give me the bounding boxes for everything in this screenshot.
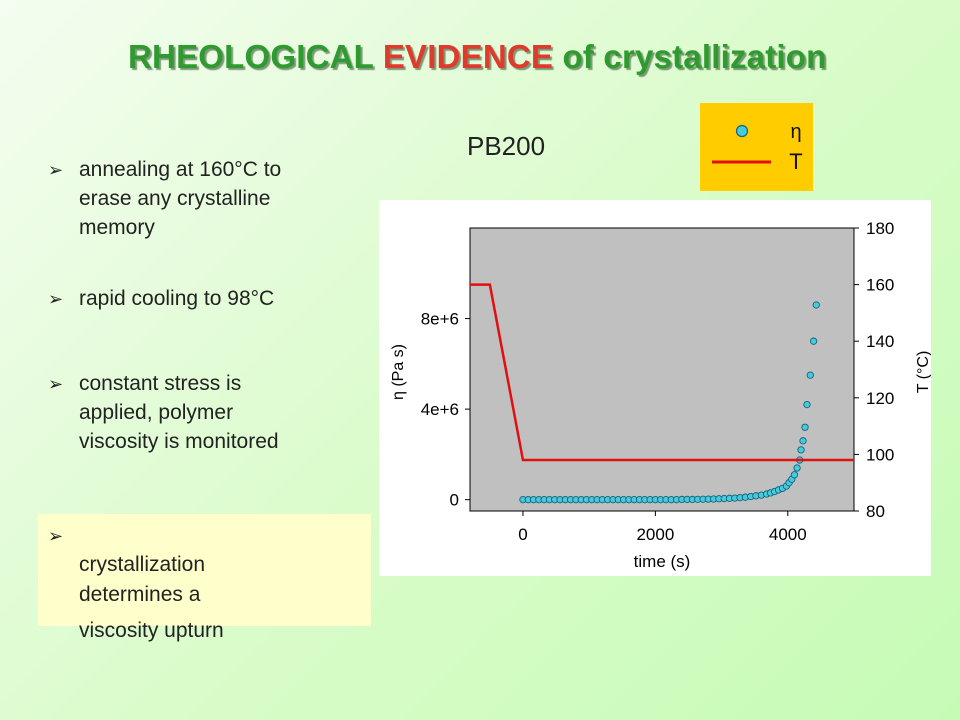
bullet-text: constant stress is applied, polymer visc…	[79, 372, 279, 453]
y2-tick-label: 100	[866, 445, 894, 464]
viscosity-point	[793, 464, 801, 472]
arrow-right-icon: ➢	[48, 526, 64, 546]
y2-tick-label: 160	[866, 276, 894, 295]
x-tick-label: 4000	[769, 525, 807, 544]
viscosity-point	[803, 400, 811, 409]
y2-tick-label: 120	[866, 389, 894, 408]
slide-title: RHEOLOGICAL EVIDENCE of crystallization	[128, 38, 826, 76]
x-tick-label: 0	[518, 525, 527, 544]
callout-text-2: viscosity upturn	[79, 619, 224, 642]
temperature-line	[470, 283, 854, 462]
plot-area	[469, 227, 855, 512]
y-axis-label: η (Pa s)	[390, 344, 407, 400]
bullet-crystallization: ➢ crystallization determines a viscosity…	[48, 520, 224, 676]
title-part-3: of crystallization	[553, 38, 827, 75]
sample-label: PB200	[467, 131, 546, 161]
y-tick-label: 8e+6	[421, 310, 459, 329]
viscosity-point	[799, 437, 807, 445]
legend-label-t: T	[789, 149, 802, 174]
title-accent: EVIDENCE	[382, 38, 554, 75]
y2-tick-label: 140	[866, 332, 894, 351]
arrow-right-icon: ➢	[48, 289, 64, 309]
legend-svg: η T	[712, 121, 803, 174]
viscosity-point	[812, 301, 820, 309]
viscosity-point	[809, 337, 818, 345]
callout-box	[38, 514, 371, 626]
y2-axis-label: T (°C)	[915, 351, 931, 394]
arrow-right-icon: ➢	[48, 160, 64, 180]
axis-ticks: 0 2000 4000 0 4e+6 8e+6 80 100 120 140 160 180	[421, 219, 895, 544]
y-tick-label: 4e+6	[421, 400, 459, 419]
viscosity-point	[797, 446, 805, 454]
bullet-text: rapid cooling to 98°C	[79, 287, 275, 310]
legend-marker-eta	[735, 124, 749, 138]
x-tick-label: 2000	[636, 525, 674, 544]
viscosity-point	[790, 471, 799, 479]
chart-series	[470, 283, 854, 504]
arrow-right-icon: ➢	[48, 374, 64, 394]
x-axis-label: time (s)	[634, 552, 691, 571]
chart-legend: η T	[700, 103, 813, 191]
bullet-text: annealing at 160°C to erase any crystall…	[79, 158, 282, 239]
viscosity-point	[806, 371, 814, 379]
y2-tick-label: 180	[866, 219, 894, 238]
legend-label-eta: η	[790, 121, 801, 143]
bullet-annealing: ➢ annealing at 160°C to erase any crysta…	[48, 155, 281, 242]
chart-panel: 0 2000 4000 0 4e+6 8e+6 80 100 120 140 160 180 time…	[379, 200, 932, 576]
bullet-stress: ➢ constant stress is applied, polymer vi…	[48, 369, 279, 456]
y2-tick-label: 80	[866, 502, 885, 521]
viscosity-point	[801, 423, 809, 431]
title-part-1: RHEOLOGICAL	[128, 38, 383, 75]
bullet-cooling: ➢ rapid cooling to 98°C	[48, 284, 274, 314]
y-tick-label: 0	[450, 491, 459, 510]
callout-text-1: crystallization determines a	[79, 553, 206, 606]
rheology-chart: 0 2000 4000 0 4e+6 8e+6 80 100 120 140 160 180 time…	[390, 219, 932, 571]
